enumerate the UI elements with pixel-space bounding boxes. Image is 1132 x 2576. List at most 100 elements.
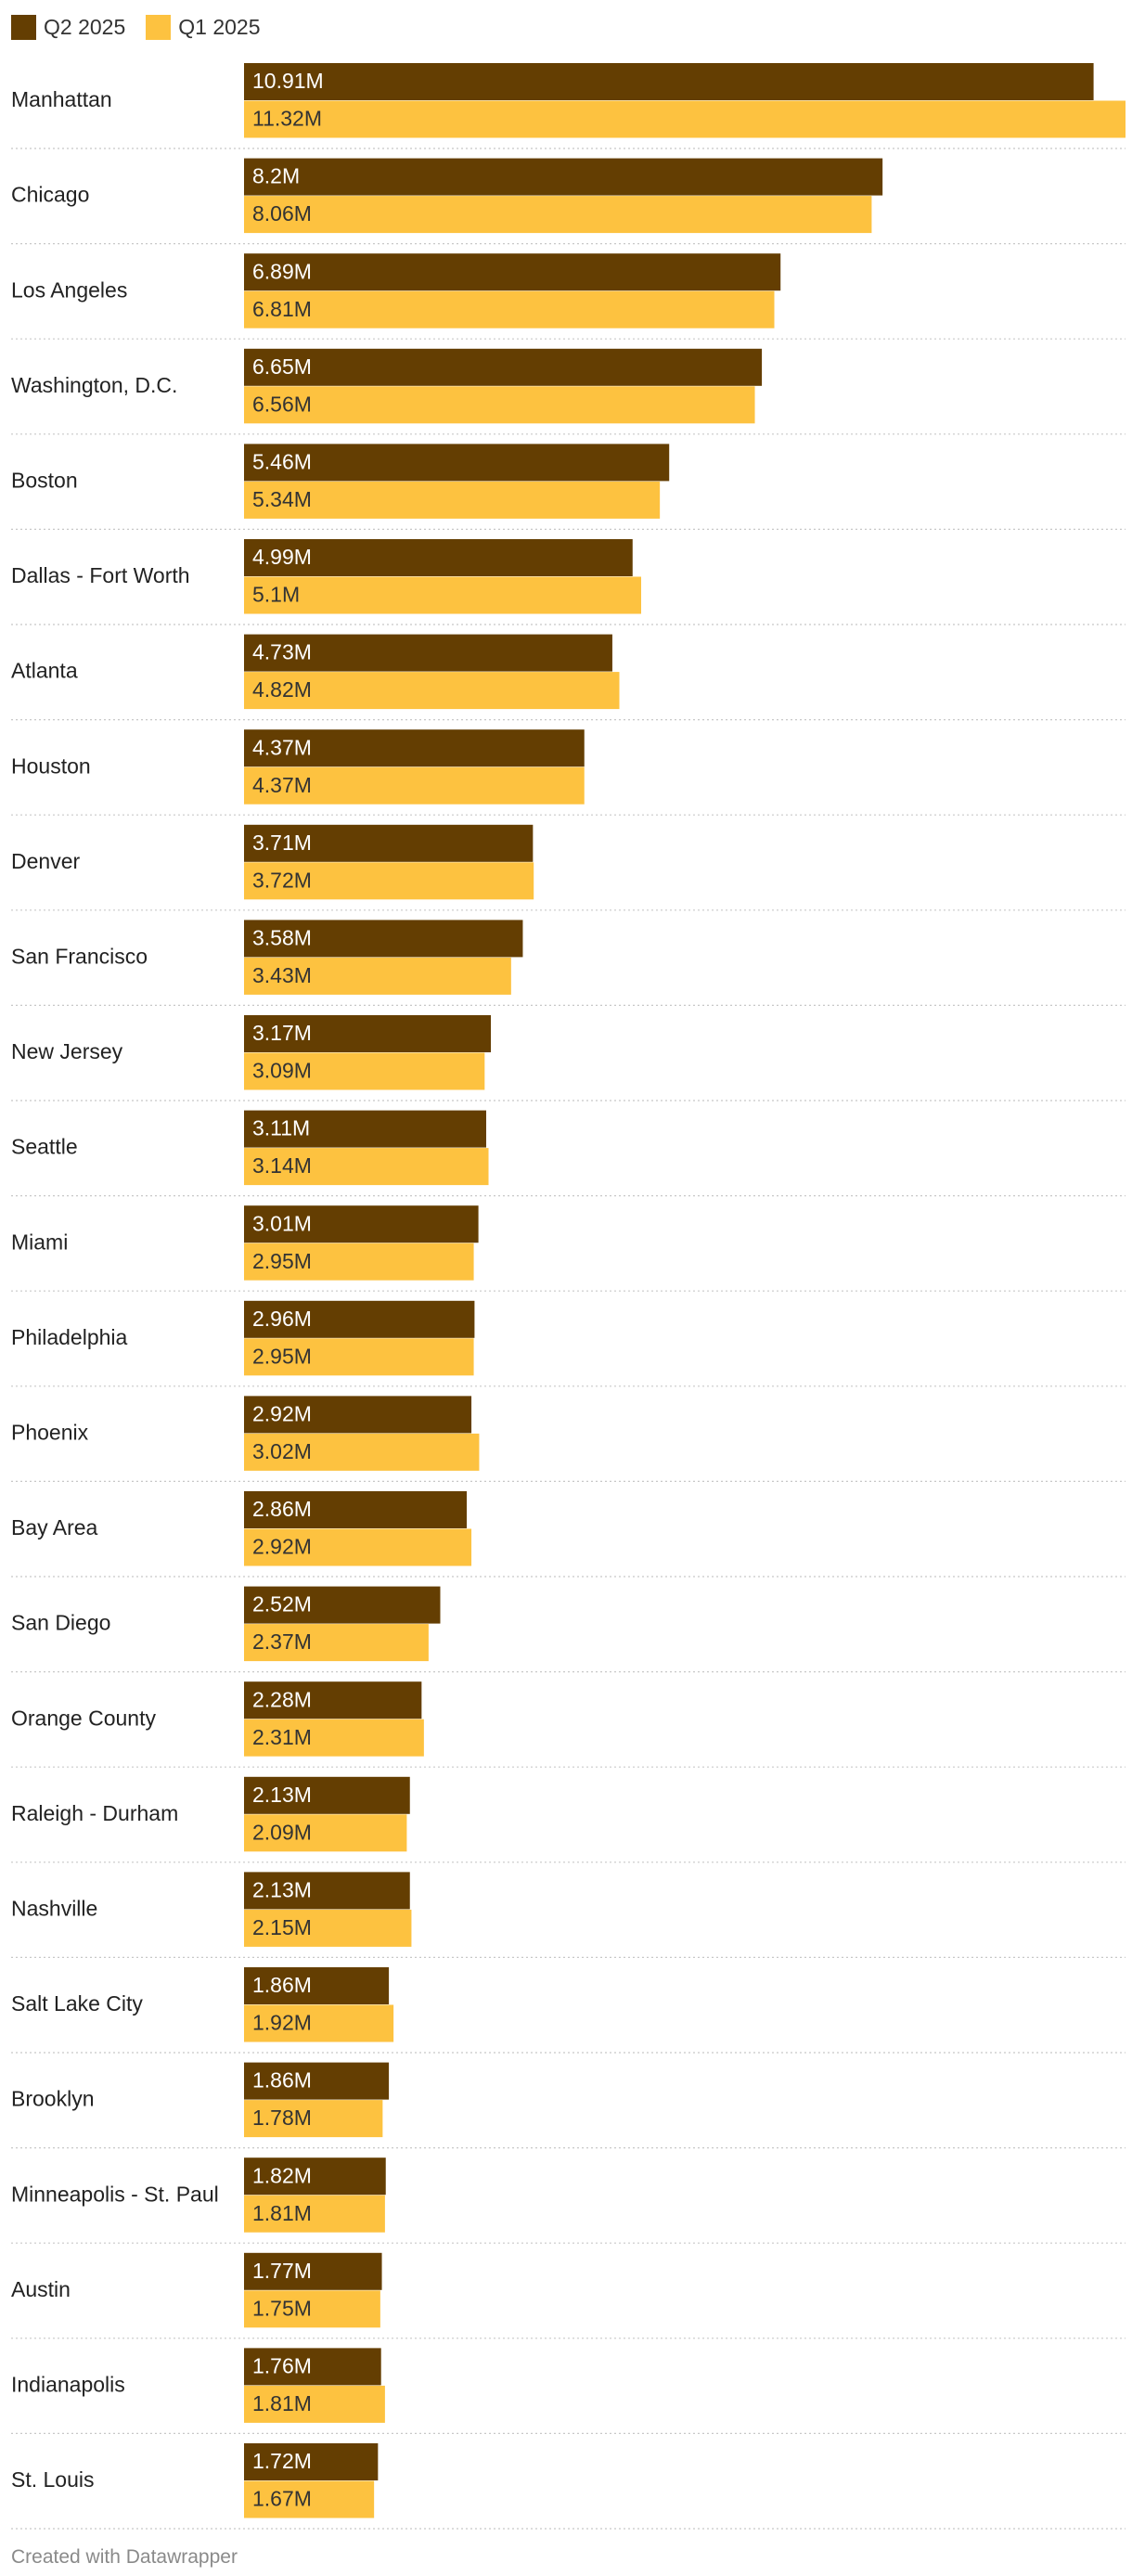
data-label-q1-2025-bay-area: 2.92M — [252, 1535, 312, 1559]
bar-q1-2025-philadelphia — [244, 1338, 474, 1376]
category-label-minneapolis-st-paul: Minneapolis - St. Paul — [11, 2182, 219, 2206]
data-label-q1-2025-brooklyn: 1.78M — [252, 2106, 312, 2130]
bar-q2-2025-bay-area — [244, 1491, 468, 1528]
data-label-q2-2025-denver: 3.71M — [252, 831, 312, 855]
data-label-q1-2025-raleigh-durham: 2.09M — [252, 1820, 312, 1844]
category-label-brooklyn: Brooklyn — [11, 2087, 94, 2111]
data-label-q2-2025-orange-county: 2.28M — [252, 1687, 312, 1711]
bar-q2-2025-denver — [244, 824, 534, 862]
bar-q1-2025-nashville — [244, 1909, 412, 1947]
bar-q1-2025-washington-d-c — [244, 386, 755, 424]
data-label-q1-2025-st-louis: 1.67M — [252, 2487, 312, 2511]
bar-q2-2025-washington-d-c — [244, 348, 763, 386]
category-label-indianapolis: Indianapolis — [11, 2372, 125, 2396]
bar-q2-2025-miami — [244, 1205, 479, 1243]
bar-q1-2025-bay-area — [244, 1528, 472, 1566]
data-label-q1-2025-austin: 1.75M — [252, 2296, 312, 2320]
data-label-q2-2025-austin: 1.77M — [252, 2259, 312, 2283]
bar-q1-2025-minneapolis-st-paul — [244, 2195, 385, 2233]
bar-q2-2025-boston — [244, 444, 670, 482]
legend-label-q1-2025: Q1 2025 — [178, 14, 261, 39]
category-label-salt-lake-city: Salt Lake City — [11, 1991, 143, 2016]
bar-q1-2025-san-francisco — [244, 957, 511, 995]
bar-q1-2025-st-louis — [244, 2480, 375, 2518]
bar-q2-2025-chicago — [244, 158, 883, 196]
data-label-q1-2025-boston: 5.34M — [252, 487, 312, 511]
category-label-san-francisco: San Francisco — [11, 944, 148, 968]
data-label-q2-2025-miami: 3.01M — [252, 1211, 312, 1235]
data-label-q2-2025-boston: 5.46M — [252, 449, 312, 473]
category-label-new-jersey: New Jersey — [11, 1039, 123, 1063]
data-label-q2-2025-san-diego: 2.52M — [252, 1592, 312, 1616]
bar-q2-2025-salt-lake-city — [244, 1967, 390, 2004]
bar-q2-2025-atlanta — [244, 634, 612, 672]
data-label-q1-2025-minneapolis-st-paul: 1.81M — [252, 2201, 312, 2225]
category-label-atlanta: Atlanta — [11, 659, 78, 683]
data-label-q1-2025-houston: 4.37M — [252, 773, 312, 797]
bar-q1-2025-san-diego — [244, 1624, 429, 1662]
category-label-raleigh-durham: Raleigh - Durham — [11, 1801, 178, 1825]
bar-q2-2025-st-louis — [244, 2443, 379, 2480]
category-label-denver: Denver — [11, 849, 80, 873]
data-label-q2-2025-houston: 4.37M — [252, 735, 312, 759]
bar-q2-2025-phoenix — [244, 1396, 472, 1434]
bar-q1-2025-new-jersey — [244, 1052, 485, 1090]
data-label-q1-2025-orange-county: 2.31M — [252, 1725, 312, 1749]
data-label-q2-2025-dallas-fort-worth: 4.99M — [252, 545, 312, 569]
bar-q2-2025-austin — [244, 2252, 382, 2290]
bar-q1-2025-dallas-fort-worth — [244, 576, 642, 614]
data-label-q1-2025-san-francisco: 3.43M — [252, 963, 312, 987]
legend-item-q2-2025: Q2 2025 — [11, 14, 125, 40]
footer-credit: Created with Datawrapper — [11, 2546, 238, 2568]
data-label-q2-2025-minneapolis-st-paul: 1.82M — [252, 2163, 312, 2187]
data-label-q1-2025-manhattan: 11.32M — [252, 107, 322, 131]
category-label-boston: Boston — [11, 468, 78, 492]
data-label-q1-2025-los-angeles: 6.81M — [252, 297, 312, 321]
category-label-los-angeles: Los Angeles — [11, 277, 127, 302]
category-label-san-diego: San Diego — [11, 1611, 110, 1635]
data-label-q2-2025-washington-d-c: 6.65M — [252, 354, 312, 379]
bar-q1-2025-boston — [244, 481, 661, 519]
category-label-manhattan: Manhattan — [11, 87, 112, 111]
category-label-miami: Miami — [11, 1230, 68, 1254]
data-label-q2-2025-bay-area: 2.86M — [252, 1497, 312, 1521]
bar-q1-2025-los-angeles — [244, 290, 775, 328]
data-label-q1-2025-washington-d-c: 6.56M — [252, 392, 312, 416]
bar-q2-2025-philadelphia — [244, 1300, 475, 1338]
bar-q2-2025-los-angeles — [244, 253, 781, 291]
bar-q1-2025-brooklyn — [244, 2100, 383, 2138]
bar-q1-2025-orange-county — [244, 1719, 424, 1757]
data-label-q1-2025-chicago: 8.06M — [252, 201, 312, 225]
data-label-q2-2025-san-francisco: 3.58M — [252, 925, 312, 949]
legend-swatch-q2-2025 — [11, 14, 36, 40]
data-label-q2-2025-philadelphia: 2.96M — [252, 1307, 312, 1331]
data-label-q1-2025-san-diego: 2.37M — [252, 1629, 312, 1654]
category-label-philadelphia: Philadelphia — [11, 1325, 128, 1349]
data-label-q1-2025-new-jersey: 3.09M — [252, 1059, 312, 1083]
data-label-q1-2025-indianapolis: 1.81M — [252, 2391, 312, 2415]
data-label-q2-2025-nashville: 2.13M — [252, 1877, 312, 1901]
category-label-washington-d-c: Washington, D.C. — [11, 373, 177, 397]
data-label-q1-2025-miami: 2.95M — [252, 1249, 312, 1273]
category-label-phoenix: Phoenix — [11, 1420, 89, 1444]
bar-q2-2025-manhattan — [244, 63, 1094, 100]
bar-q2-2025-new-jersey — [244, 1015, 492, 1052]
category-label-orange-county: Orange County — [11, 1706, 156, 1730]
bar-q2-2025-minneapolis-st-paul — [244, 2157, 386, 2196]
bar-q2-2025-raleigh-durham — [244, 1776, 410, 1814]
data-label-q2-2025-st-louis: 1.72M — [252, 2449, 312, 2473]
legend-item-q1-2025: Q1 2025 — [146, 14, 261, 40]
category-label-st-louis: St. Louis — [11, 2467, 95, 2492]
data-label-q1-2025-philadelphia: 2.95M — [252, 1344, 312, 1368]
data-label-q2-2025-manhattan: 10.91M — [252, 69, 324, 93]
bar-q2-2025-san-diego — [244, 1586, 441, 1624]
bar-q1-2025-indianapolis — [244, 2385, 385, 2423]
data-label-q1-2025-phoenix: 3.02M — [252, 1439, 312, 1463]
bar-q1-2025-houston — [244, 766, 585, 805]
data-label-q1-2025-dallas-fort-worth: 5.1M — [252, 583, 300, 607]
bar-q1-2025-austin — [244, 2290, 380, 2328]
bar-q1-2025-phoenix — [244, 1433, 480, 1471]
bar-q1-2025-denver — [244, 862, 534, 900]
data-label-q1-2025-denver: 3.72M — [252, 868, 312, 892]
